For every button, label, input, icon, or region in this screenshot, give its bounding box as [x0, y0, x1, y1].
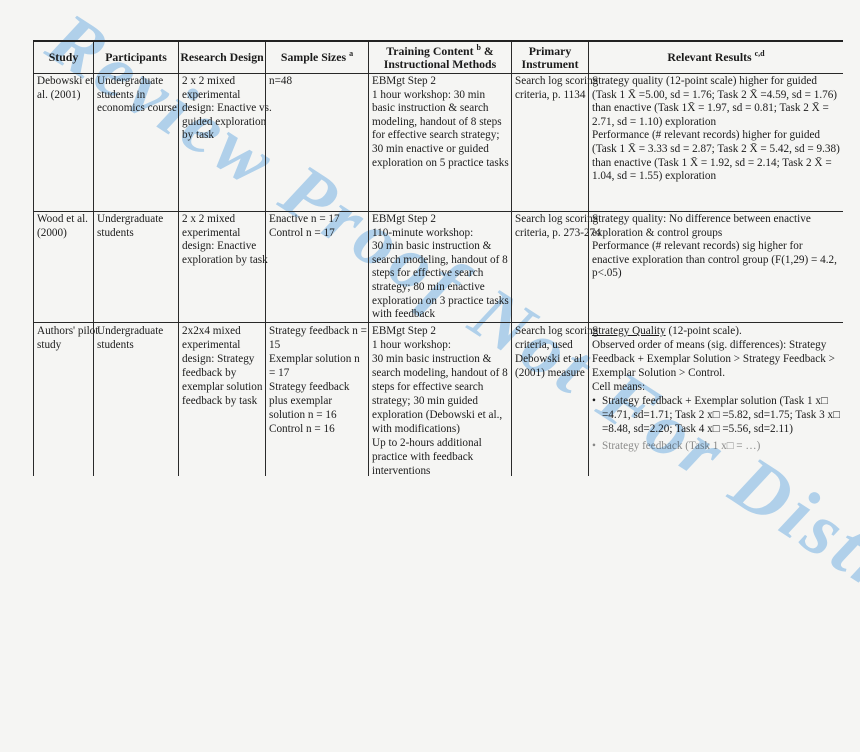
- table-header-row: Study Participants Research Design Sampl…: [33, 42, 843, 74]
- instrument-text: Search log scoring criteria, p. 273-274: [515, 213, 601, 239]
- participants-text: Undergraduate students in economics cour…: [97, 75, 177, 115]
- bullet-icon: •: [592, 395, 596, 407]
- header-participants: Participants: [93, 42, 178, 73]
- cell-study: Authors' pilot study: [33, 323, 98, 476]
- header-sample-sizes-label: Sample Sizes a: [280, 49, 354, 64]
- design-text: 2x2x4 mixed experimental design: Strateg…: [182, 325, 263, 407]
- table-row-authors-pilot-study: Authors' pilot study Undergraduate stude…: [33, 323, 843, 476]
- sample-size-line: Strategy feedback n = 15: [269, 325, 367, 351]
- cell-training-content: EBMgt Step 2 1 hour workshop: 30 min bas…: [368, 323, 511, 476]
- header-instrument-line2: Instrument: [521, 56, 579, 71]
- study-text: Wood et al. (2000): [37, 213, 88, 239]
- header-training-line2: Instructional Methods: [383, 56, 497, 71]
- table-row-debowski-2001: Debowski et al. (2001) Undergraduate stu…: [33, 74, 843, 212]
- cell-primary-instrument: Search log scoring criteria, used Debows…: [511, 323, 598, 476]
- results-bullet-item: • Strategy feedback + Exemplar solution …: [592, 394, 842, 436]
- results-heading-line: Strategy Quality (12-point scale).: [592, 325, 742, 337]
- header-sample-sizes: Sample Sizes a: [265, 42, 368, 73]
- results-paragraph: Performance (# relevant records) higher …: [592, 129, 840, 183]
- study-text: Authors' pilot study: [37, 325, 99, 351]
- cell-training-content: EBMgt Step 2 1 hour workshop: 30 min bas…: [368, 74, 511, 211]
- footnote-cd-marker: c,d: [754, 49, 765, 59]
- bullet-icon: •: [592, 440, 596, 452]
- studies-table: Study Participants Research Design Sampl…: [33, 40, 843, 476]
- cell-participants: Undergraduate students in economics cour…: [93, 74, 178, 211]
- cell-primary-instrument: Search log scoring criteria, p. 1134: [511, 74, 598, 211]
- cell-research-design: 2 x 2 mixed experimental design: Enactiv…: [178, 74, 272, 211]
- cell-sample-sizes: Strategy feedback n = 15 Exemplar soluti…: [265, 323, 368, 476]
- cell-training-content: EBMgt Step 2 110-minute workshop: 30 min…: [368, 212, 511, 322]
- header-participants-label: Participants: [105, 50, 167, 64]
- results-order-of-means: Observed order of means (sig. difference…: [592, 339, 835, 379]
- bullet-text: Strategy feedback + Exemplar solution (T…: [602, 395, 840, 435]
- cell-study: Debowski et al. (2001): [33, 74, 93, 211]
- header-instrument-line1: Primary: [528, 43, 572, 58]
- sample-size-line: Strategy feedback plus exemplar solution…: [269, 381, 350, 421]
- cell-primary-instrument: Search log scoring criteria, p. 273-274: [511, 212, 601, 322]
- sample-size-line: Control n = 16: [269, 423, 335, 435]
- participants-text: Undergraduate students: [97, 325, 164, 351]
- training-paragraph: 1 hour workshop:: [372, 339, 451, 351]
- header-training-line1: Training Content b &: [386, 42, 494, 58]
- training-paragraph: 30 min basic instruction & search modeli…: [372, 240, 509, 321]
- sample-size-line: Exemplar solution n = 17: [269, 353, 360, 379]
- cell-research-design: 2x2x4 mixed experimental design: Strateg…: [178, 323, 265, 476]
- instrument-text: Search log scoring criteria, p. 1134: [515, 75, 599, 101]
- sample-size-line: Control n = 17: [269, 226, 335, 239]
- cell-sample-sizes: n=48: [265, 74, 368, 211]
- training-paragraph: 110-minute workshop:: [372, 226, 474, 239]
- table-row-wood-2000: Wood et al. (2000) Undergraduate student…: [33, 212, 843, 323]
- participants-text: Undergraduate students: [97, 213, 164, 239]
- header-research-design: Research Design: [178, 42, 265, 73]
- training-paragraph: EBMgt Step 2: [372, 75, 437, 87]
- instrument-text: Search log scoring criteria, used Debows…: [515, 325, 599, 379]
- cell-means-label: Cell means:: [592, 381, 646, 393]
- training-paragraph: 1 hour workshop: 30 min basic instructio…: [372, 88, 509, 169]
- cell-participants: Undergraduate students: [93, 212, 178, 322]
- footnote-b-marker: b: [476, 42, 481, 52]
- cell-study: Wood et al. (2000): [33, 212, 93, 322]
- header-research-design-label: Research Design: [180, 50, 264, 64]
- training-paragraph: 30 min basic instruction & search modeli…: [372, 353, 508, 435]
- strategy-quality-underlined: Strategy Quality: [592, 325, 666, 337]
- cell-relevant-results: Strategy quality: No difference between …: [588, 212, 843, 322]
- training-paragraph: EBMgt Step 2: [372, 325, 437, 337]
- design-text: 2 x 2 mixed experimental design: Enactiv…: [182, 75, 272, 142]
- bullet-text: Strategy feedback (Task 1 x□ = …): [602, 440, 761, 452]
- results-paragraph: Strategy quality: No difference between …: [592, 213, 811, 239]
- results-paragraph: Strategy quality (12-point scale) higher…: [592, 75, 838, 128]
- header-study-label: Study: [48, 50, 79, 64]
- cell-research-design: 2 x 2 mixed experimental design: Enactiv…: [178, 212, 268, 322]
- sample-size-line: n=48: [269, 75, 293, 87]
- cell-relevant-results: Strategy Quality (12-point scale). Obser…: [588, 323, 843, 476]
- results-bullet-item-clipped: • Strategy feedback (Task 1 x□ = …): [592, 439, 842, 453]
- footnote-a-marker: a: [349, 49, 354, 59]
- training-paragraph: Up to 2-hours additional practice with f…: [372, 437, 482, 476]
- sample-size-line: Enactive n = 17: [269, 213, 340, 225]
- header-relevant-results-label: Relevant Results c,d: [667, 49, 765, 64]
- cell-relevant-results: Strategy quality (12-point scale) higher…: [588, 74, 843, 211]
- training-paragraph: EBMgt Step 2: [372, 213, 437, 225]
- header-training-content: Training Content b & Instructional Metho…: [368, 42, 511, 73]
- results-paragraph: Performance (# relevant records) sig hig…: [592, 240, 837, 280]
- header-primary-instrument: Primary Instrument: [511, 42, 588, 73]
- study-text: Debowski et al. (2001): [37, 75, 94, 101]
- cell-participants: Undergraduate students: [93, 323, 178, 476]
- header-relevant-results: Relevant Results c,d: [588, 42, 843, 73]
- header-study: Study: [33, 42, 93, 73]
- design-text: 2 x 2 mixed experimental design: Enactiv…: [182, 213, 268, 266]
- cell-sample-sizes: Enactive n = 17 Control n = 17: [265, 212, 368, 322]
